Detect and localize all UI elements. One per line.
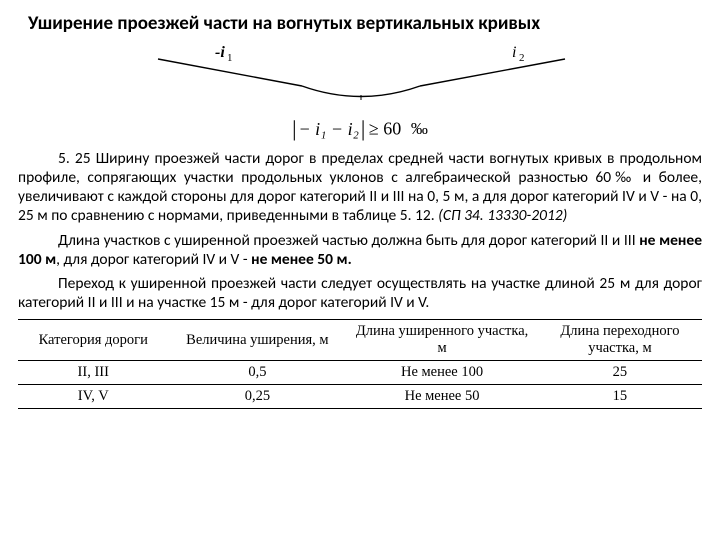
curve-diagram: -i 1 i 2 xyxy=(18,41,702,112)
col-1: Величина уширения, м xyxy=(168,320,346,361)
paragraph-2: Длина участков с уширенной проезжей част… xyxy=(18,232,702,270)
p2-d: не менее 50 м. xyxy=(251,250,352,269)
col-3: Длина переходного участка, м xyxy=(538,320,702,361)
cell: 0,25 xyxy=(168,385,346,409)
formula-unit: ‰ xyxy=(405,119,428,138)
col-0: Категория дороги xyxy=(18,320,168,361)
abs-right: | xyxy=(361,116,365,141)
cell: 15 xyxy=(538,385,702,409)
cell: II, III xyxy=(18,361,168,385)
p1-ref: (СП 34. 13330-2012) xyxy=(438,206,567,225)
curve-arc xyxy=(302,86,420,97)
document-page: Уширение проезжей части на вогнутых верт… xyxy=(0,0,720,421)
cell: 25 xyxy=(538,361,702,385)
p2-a: Длина участков с уширенной проезжей част… xyxy=(58,231,639,250)
cell: IV, V xyxy=(18,385,168,409)
p1-text: 5. 25 Ширину проезжей части дорог в пред… xyxy=(18,149,702,225)
abs-left: | xyxy=(292,116,296,141)
label-i2-sub: 2 xyxy=(519,52,525,64)
formula-body: − i₁ − i₂ xyxy=(297,119,361,139)
col-2: Длина уширенного участка, м xyxy=(346,320,538,361)
slope-right xyxy=(420,59,565,86)
table-row: II, III 0,5 Не менее 100 25 xyxy=(18,361,702,385)
table-header-row: Категория дороги Величина уширения, м Дл… xyxy=(18,320,702,361)
table-row: IV, V 0,25 Не менее 50 15 xyxy=(18,385,702,409)
formula-op: ≥ 60 xyxy=(369,119,401,139)
table: Категория дороги Величина уширения, м Дл… xyxy=(18,319,702,409)
cell: Не менее 100 xyxy=(346,361,538,385)
cell: 0,5 xyxy=(168,361,346,385)
label-i2: i xyxy=(512,44,516,61)
label-i1: -i xyxy=(215,44,225,61)
page-title: Уширение проезжей части на вогнутых верт… xyxy=(28,12,702,35)
curve-svg: -i 1 i 2 xyxy=(140,41,580,107)
widening-table: Категория дороги Величина уширения, м Дл… xyxy=(18,319,702,409)
label-i1-sub: 1 xyxy=(227,52,233,64)
formula: |− i₁ − i₂| ≥ 60 ‰ xyxy=(18,116,702,142)
paragraph-1: 5. 25 Ширину проезжей части дорог в пред… xyxy=(18,150,702,226)
paragraph-3: Переход к уширенной проезжей части следу… xyxy=(18,275,702,313)
p2-c: , для дорог категорий IV и V - xyxy=(56,250,251,269)
cell: Не менее 50 xyxy=(346,385,538,409)
